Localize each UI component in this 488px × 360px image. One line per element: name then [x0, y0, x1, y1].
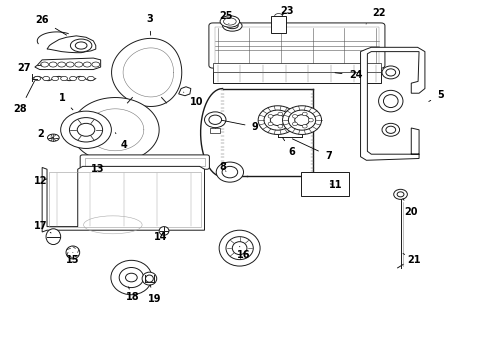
- Ellipse shape: [87, 76, 94, 81]
- Text: 3: 3: [146, 14, 152, 35]
- Text: 15: 15: [66, 252, 80, 265]
- Text: 10: 10: [183, 92, 203, 107]
- Polygon shape: [111, 39, 182, 107]
- Ellipse shape: [292, 122, 297, 126]
- Ellipse shape: [277, 112, 282, 116]
- Ellipse shape: [284, 118, 288, 122]
- Text: 22: 22: [366, 8, 385, 24]
- Polygon shape: [360, 47, 424, 160]
- Ellipse shape: [61, 76, 67, 81]
- Polygon shape: [71, 98, 159, 162]
- Bar: [212, 63, 380, 83]
- Ellipse shape: [47, 134, 59, 141]
- Ellipse shape: [119, 267, 143, 288]
- Ellipse shape: [267, 122, 272, 126]
- Ellipse shape: [308, 118, 313, 122]
- Text: 8: 8: [219, 162, 226, 172]
- Text: 20: 20: [402, 199, 417, 217]
- Ellipse shape: [264, 110, 291, 130]
- Text: 13: 13: [90, 164, 104, 174]
- Ellipse shape: [378, 90, 402, 112]
- Text: 4: 4: [115, 133, 127, 150]
- Ellipse shape: [49, 62, 57, 67]
- Ellipse shape: [258, 106, 297, 134]
- Ellipse shape: [111, 260, 152, 295]
- Ellipse shape: [288, 110, 315, 130]
- Ellipse shape: [225, 237, 253, 260]
- Bar: [49, 172, 200, 227]
- Ellipse shape: [282, 106, 321, 134]
- Text: 1: 1: [59, 93, 73, 110]
- Polygon shape: [42, 166, 204, 232]
- Ellipse shape: [393, 189, 407, 199]
- Ellipse shape: [222, 21, 242, 31]
- Ellipse shape: [75, 62, 82, 67]
- Ellipse shape: [216, 162, 243, 182]
- FancyBboxPatch shape: [80, 155, 209, 169]
- Ellipse shape: [204, 112, 225, 128]
- Text: 19: 19: [147, 285, 161, 304]
- Text: 12: 12: [34, 176, 47, 186]
- Text: 18: 18: [125, 287, 139, 302]
- Text: 9: 9: [222, 120, 258, 132]
- Ellipse shape: [58, 62, 65, 67]
- Ellipse shape: [66, 62, 74, 67]
- Bar: [300, 172, 348, 196]
- Ellipse shape: [69, 76, 76, 81]
- Ellipse shape: [292, 114, 297, 118]
- Text: 23: 23: [280, 6, 294, 17]
- Bar: [271, 16, 285, 33]
- Text: 26: 26: [35, 15, 66, 35]
- Ellipse shape: [302, 125, 306, 128]
- Ellipse shape: [52, 76, 59, 81]
- Text: 14: 14: [154, 232, 167, 242]
- Text: 6: 6: [282, 138, 295, 157]
- Ellipse shape: [277, 125, 282, 128]
- Text: 25: 25: [219, 11, 232, 24]
- Ellipse shape: [220, 16, 239, 27]
- Ellipse shape: [142, 272, 157, 285]
- Polygon shape: [35, 58, 101, 69]
- Text: 24: 24: [334, 70, 362, 80]
- Ellipse shape: [66, 246, 80, 259]
- Bar: [215, 27, 378, 64]
- Ellipse shape: [69, 118, 102, 142]
- Ellipse shape: [46, 229, 61, 244]
- Text: 17: 17: [34, 221, 51, 233]
- Ellipse shape: [61, 111, 111, 148]
- Bar: [212, 63, 380, 72]
- Ellipse shape: [41, 62, 48, 67]
- Ellipse shape: [92, 62, 100, 67]
- Text: 5: 5: [428, 90, 443, 102]
- Bar: [210, 128, 220, 134]
- Ellipse shape: [274, 14, 282, 18]
- Ellipse shape: [70, 39, 92, 52]
- Text: 27: 27: [17, 63, 42, 73]
- Ellipse shape: [79, 76, 85, 81]
- Ellipse shape: [43, 76, 49, 81]
- Text: 2: 2: [37, 129, 53, 139]
- Polygon shape: [178, 87, 190, 96]
- Ellipse shape: [381, 123, 399, 136]
- Text: 11: 11: [329, 180, 342, 190]
- Polygon shape: [47, 36, 96, 53]
- Ellipse shape: [34, 76, 41, 81]
- Ellipse shape: [219, 230, 260, 266]
- Text: 7: 7: [292, 139, 331, 161]
- Text: 21: 21: [402, 253, 420, 265]
- Ellipse shape: [302, 112, 306, 116]
- Ellipse shape: [159, 226, 168, 235]
- Bar: [85, 158, 204, 166]
- Ellipse shape: [381, 66, 399, 79]
- Ellipse shape: [267, 114, 272, 118]
- Ellipse shape: [307, 180, 317, 188]
- Ellipse shape: [83, 62, 91, 67]
- Ellipse shape: [180, 88, 188, 94]
- Text: 28: 28: [13, 81, 35, 114]
- Text: 16: 16: [236, 246, 250, 260]
- Ellipse shape: [321, 176, 342, 192]
- FancyBboxPatch shape: [208, 23, 384, 68]
